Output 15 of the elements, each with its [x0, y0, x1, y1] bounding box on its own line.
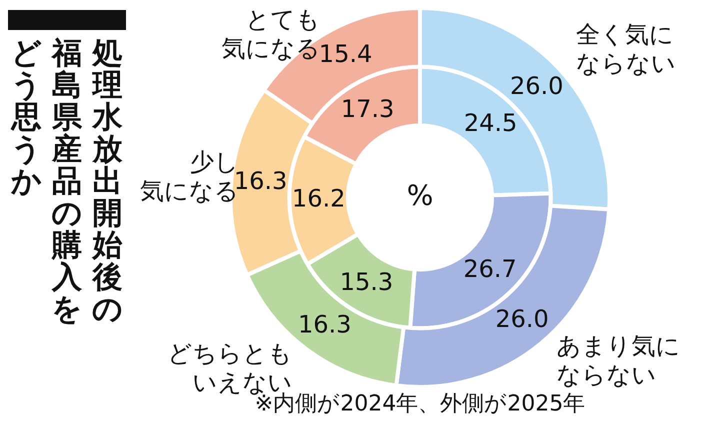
slice-label: とても気になる [221, 6, 320, 63]
data-label: 24.5 [464, 108, 518, 137]
chart-title: 処理水放出開始後の福島県産品の購入をどう思うか [10, 36, 124, 327]
data-label: 17.3 [340, 94, 394, 123]
data-label: 15.3 [340, 268, 394, 296]
data-label: 26.0 [510, 72, 564, 100]
slice-label: 全く気にならない [576, 20, 676, 78]
data-label: 15.4 [318, 40, 372, 68]
data-label: 16.2 [292, 184, 346, 212]
data-label: 16.3 [234, 167, 288, 196]
slice-label: あまり気にならない [556, 332, 680, 390]
data-label: 26.7 [463, 254, 517, 283]
data-label: 26.0 [495, 305, 549, 334]
data-label: 16.3 [298, 310, 352, 338]
text: % [406, 178, 434, 212]
